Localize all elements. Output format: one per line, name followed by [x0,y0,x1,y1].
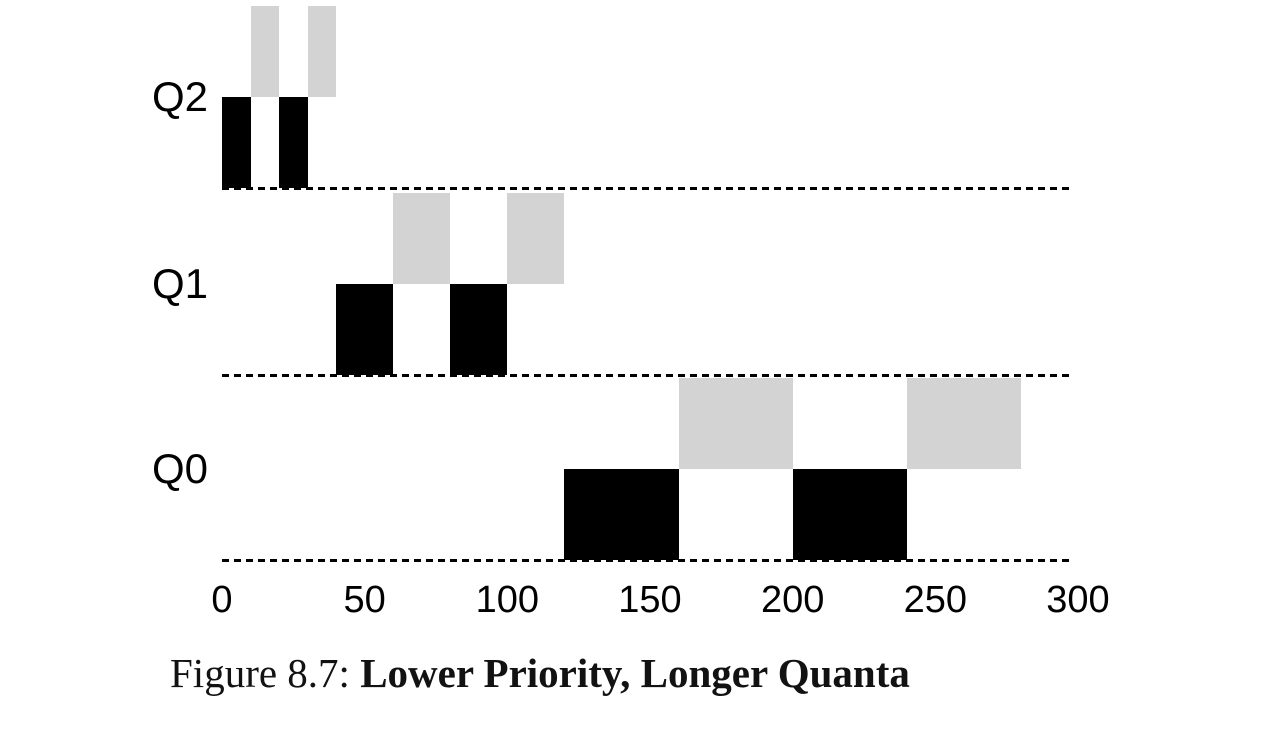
queue-baseline-q1 [222,374,1072,377]
queue-baseline-q2 [222,187,1072,190]
x-axis-tick-label-50: 50 [343,579,386,621]
segment-gray-job-q1 [393,193,451,284]
x-axis-tick-label-200: 200 [760,579,825,621]
segment-black-job-q0 [792,469,907,560]
x-axis-tick-label-300: 300 [1046,579,1110,621]
queue-label-q2: Q2 [152,73,209,120]
caption-prefix: Figure 8.7: [170,650,350,696]
x-axis-tick-label-250: 250 [903,579,968,621]
x-axis-tick-label-100: 100 [475,579,540,621]
segment-gray-job-q0 [906,378,1021,469]
segment-gray-job-q0 [678,378,793,469]
segment-gray-job-q1 [507,193,565,284]
mlfq-timeline-chart: Q2 Q1 Q0 0 50 100 150 200 250 300 [152,6,1110,621]
x-axis-tick-label-0: 0 [211,579,233,621]
caption-title: Lower Priority, Longer Quanta [360,650,910,696]
queue-baseline-q0 [222,559,1072,562]
queue-label-q0: Q0 [152,445,209,492]
queue-label-q1: Q1 [152,260,209,307]
figure-caption: Figure 8.7: Lower Priority, Longer Quant… [170,650,910,697]
segment-gray-job-q2 [307,6,337,97]
segment-black-job-q1 [450,284,508,375]
segment-black-job-q1 [336,284,394,375]
segment-black-job-q2 [279,97,308,188]
x-axis-tick-label-150: 150 [618,579,682,621]
segment-black-job-q0 [564,469,679,560]
segment-gray-job-q2 [250,6,280,97]
segment-black-job-q2 [222,97,251,188]
